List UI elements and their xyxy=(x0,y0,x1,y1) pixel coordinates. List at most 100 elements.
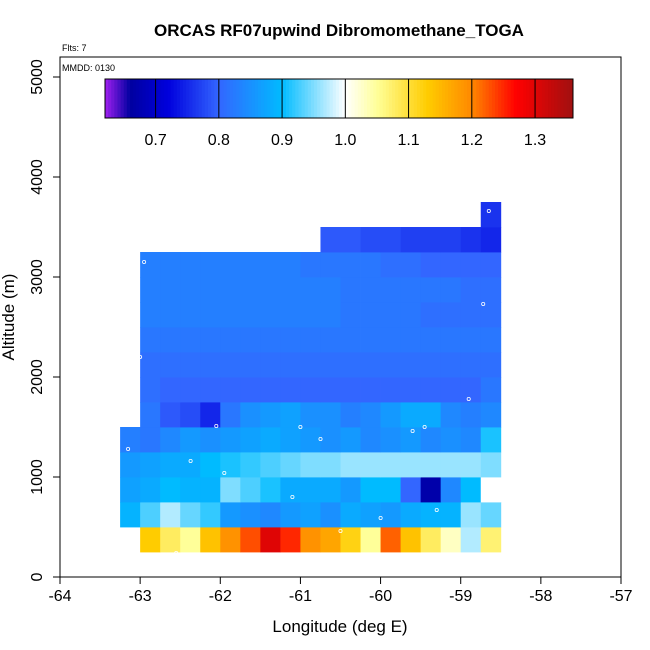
colorbar-segment xyxy=(282,79,287,118)
heatmap-cell xyxy=(140,252,161,278)
heatmap-cell xyxy=(160,327,181,353)
heatmap-cell xyxy=(280,402,301,428)
colorbar-segment xyxy=(563,79,568,118)
heatmap-cell xyxy=(340,302,361,328)
heatmap-cell xyxy=(380,452,402,478)
colorbar-segment xyxy=(108,79,112,118)
colorbar: 0.7 0.8 0.9 1.0 1.1 1.2 1.3 xyxy=(104,78,574,149)
colorbar-segment xyxy=(223,79,228,118)
heatmap-cell xyxy=(480,202,502,228)
colorbar-segment xyxy=(161,79,165,118)
heatmap-cell xyxy=(200,252,221,278)
heatmap-cell xyxy=(200,452,221,478)
colorbar-segment xyxy=(248,79,253,118)
colorbar-segment xyxy=(236,79,240,118)
heatmap-cell xyxy=(320,427,341,453)
heatmap-cell xyxy=(220,427,241,453)
colorbar-segment xyxy=(413,79,418,118)
colorbar-segment xyxy=(507,79,512,118)
colorbar-segment xyxy=(538,79,543,118)
heatmap-cell xyxy=(180,277,201,303)
colorbar-segment xyxy=(519,79,524,118)
colorbar-segment xyxy=(289,79,293,118)
heatmap-cell xyxy=(400,377,422,403)
heatmap-cell xyxy=(460,427,482,453)
heatmap-cell xyxy=(460,452,482,478)
heatmap-cell xyxy=(400,477,422,503)
heatmap-cell xyxy=(220,252,241,278)
colorbar-segment xyxy=(133,79,137,118)
heatmap-cell xyxy=(480,427,502,453)
y-tick-label: 2000 xyxy=(29,359,46,395)
heatmap-cell xyxy=(200,377,221,403)
sample-point xyxy=(188,458,193,463)
colorbar-segment xyxy=(544,79,549,118)
heatmap-cell xyxy=(180,377,201,403)
heatmap-cell xyxy=(220,502,241,528)
heatmap-cell xyxy=(380,252,402,278)
colorbar-segment xyxy=(551,79,555,118)
colorbar-segment xyxy=(448,79,452,118)
heatmap-cell xyxy=(160,377,181,403)
heatmap-cell xyxy=(440,327,462,353)
heatmap-cell xyxy=(380,227,402,253)
sample-point xyxy=(174,551,179,556)
sample-point xyxy=(490,487,495,492)
date-annotation: MMDD: 0130 xyxy=(62,63,115,73)
colorbar-tick-label: 1.3 xyxy=(524,132,546,149)
heatmap-cell xyxy=(340,352,361,378)
heatmap-cell xyxy=(440,527,462,553)
sample-point xyxy=(134,533,139,538)
x-tick-label: -62 xyxy=(209,588,232,605)
heatmap-cell xyxy=(320,477,341,503)
heatmap-cell xyxy=(480,352,502,378)
heatmap-cell xyxy=(140,302,161,328)
heatmap-cell xyxy=(120,452,141,478)
heatmap-cell xyxy=(180,502,201,528)
colorbar-segment xyxy=(532,79,537,118)
colorbar-segment xyxy=(388,79,393,118)
colorbar-segment xyxy=(276,79,281,118)
sample-point xyxy=(486,208,491,213)
heatmap-cell xyxy=(380,377,402,403)
sample-point xyxy=(126,446,131,451)
sample-point xyxy=(410,428,415,433)
sample-point xyxy=(278,558,283,563)
colorbar-segment xyxy=(379,79,384,118)
colorbar-segment xyxy=(485,79,490,118)
heatmap-cell xyxy=(280,427,301,453)
heatmap-cell xyxy=(300,252,321,278)
heatmap-cell xyxy=(400,427,422,453)
colorbar-segment xyxy=(192,79,196,118)
colorbar-segment xyxy=(229,79,234,118)
heatmap-cell xyxy=(460,402,482,428)
heatmap-cell xyxy=(140,527,161,553)
colorbar-segment xyxy=(329,79,334,118)
colorbar-segment xyxy=(264,79,268,118)
heatmap-cell xyxy=(140,277,161,303)
heatmap-cell xyxy=(300,427,321,453)
colorbar-segment xyxy=(526,79,530,118)
heatmap-cell xyxy=(180,302,201,328)
colorbar-segment xyxy=(195,79,200,118)
heatmap-cell xyxy=(240,502,261,528)
colorbar-segment xyxy=(501,79,505,118)
colorbar-segment xyxy=(357,79,362,118)
heatmap-cell xyxy=(440,277,462,303)
heatmap-cell xyxy=(360,477,381,503)
heatmap-cell xyxy=(200,527,221,553)
heatmap-cell xyxy=(400,277,422,303)
colorbar-segment xyxy=(267,79,271,118)
colorbar-segment xyxy=(164,79,168,118)
y-tick-label: 5000 xyxy=(29,59,46,95)
colorbar-segment xyxy=(426,79,430,118)
heatmap-cell xyxy=(340,402,361,428)
y-tick-label: 0 xyxy=(29,572,46,581)
heatmap-cell xyxy=(320,502,341,528)
heatmap-cell xyxy=(440,352,462,378)
sample-point xyxy=(366,559,371,564)
heatmap-cell xyxy=(200,327,221,353)
heatmap-cell xyxy=(340,427,361,453)
colorbar-segment xyxy=(339,79,343,118)
colorbar-segment xyxy=(569,79,574,118)
